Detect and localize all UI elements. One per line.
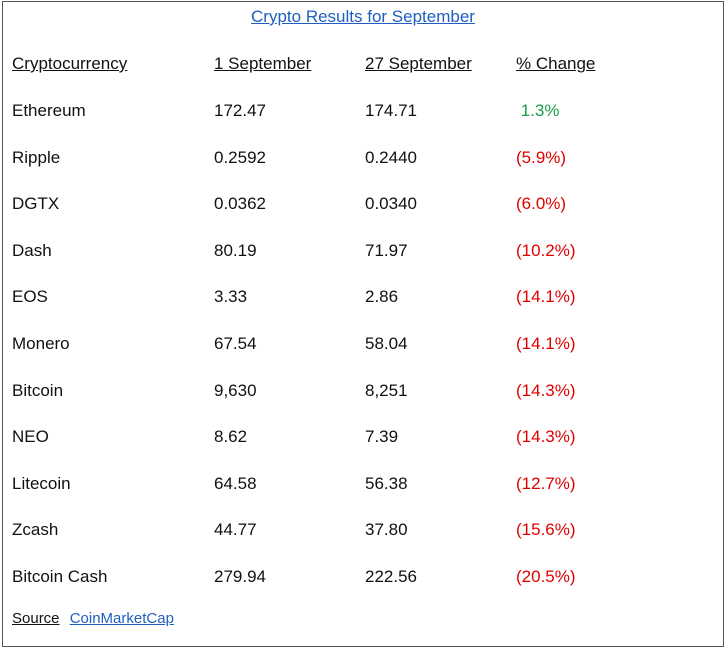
crypto-name: NEO bbox=[12, 427, 49, 446]
price-27-september: 174.71 bbox=[365, 101, 417, 120]
price-27-september: 222.56 bbox=[365, 567, 417, 586]
price-27-september: 58.04 bbox=[365, 334, 408, 353]
source-line: Source CoinMarketCap bbox=[12, 610, 174, 627]
price-27-september: 0.0340 bbox=[365, 194, 417, 213]
price-1-september: 0.2592 bbox=[214, 148, 266, 167]
header-percent-change: % Change bbox=[516, 54, 596, 73]
crypto-name: Dash bbox=[12, 241, 52, 260]
percent-change: (14.1%) bbox=[516, 287, 576, 306]
table-row: Dash 80.19 71.97 (10.2%) bbox=[3, 241, 723, 265]
price-27-september: 37.80 bbox=[365, 520, 408, 539]
crypto-name: DGTX bbox=[12, 194, 60, 213]
percent-change: (14.3%) bbox=[516, 381, 576, 400]
crypto-name: EOS bbox=[12, 287, 48, 306]
source-link[interactable]: CoinMarketCap bbox=[69, 610, 174, 627]
table-header: Cryptocurrency 1 September 27 September … bbox=[3, 54, 723, 78]
table-row: EOS 3.33 2.86 (14.1%) bbox=[3, 287, 723, 311]
percent-change: (5.9%) bbox=[516, 148, 567, 167]
price-1-september: 8.62 bbox=[214, 427, 248, 446]
price-27-september: 7.39 bbox=[365, 427, 399, 446]
price-27-september: 56.38 bbox=[365, 474, 408, 493]
table-row: Ripple 0.2592 0.2440 (5.9%) bbox=[3, 148, 723, 172]
percent-change: (6.0%) bbox=[516, 194, 567, 213]
crypto-name: Bitcoin Cash bbox=[12, 567, 108, 586]
source-label: Source bbox=[12, 610, 60, 627]
header-27-september: 27 September bbox=[365, 54, 472, 73]
percent-change: (20.5%) bbox=[516, 567, 576, 586]
table-row: DGTX 0.0362 0.0340 (6.0%) bbox=[3, 194, 723, 218]
price-1-september: 279.94 bbox=[214, 567, 266, 586]
price-1-september: 9,630 bbox=[214, 381, 257, 400]
table-row: Bitcoin 9,630 8,251 (14.3%) bbox=[3, 381, 723, 405]
percent-change: (14.3%) bbox=[516, 427, 576, 446]
table-row: Monero 67.54 58.04 (14.1%) bbox=[3, 334, 723, 358]
header-cryptocurrency: Cryptocurrency bbox=[12, 54, 128, 73]
table-row: Bitcoin Cash 279.94 222.56 (20.5%) bbox=[3, 567, 723, 591]
price-1-september: 64.58 bbox=[214, 474, 257, 493]
header-1-september: 1 September bbox=[214, 54, 312, 73]
crypto-name: Bitcoin bbox=[12, 381, 64, 400]
page-title: Crypto Results for September bbox=[251, 7, 475, 26]
price-1-september: 172.47 bbox=[214, 101, 266, 120]
percent-change: (12.7%) bbox=[516, 474, 576, 493]
crypto-name: Ripple bbox=[12, 148, 61, 167]
percent-change: 1.3% bbox=[516, 101, 560, 120]
crypto-name: Zcash bbox=[12, 520, 59, 539]
table-row: Ethereum 172.47 174.71 1.3% bbox=[3, 101, 723, 125]
crypto-name: Monero bbox=[12, 334, 70, 353]
price-27-september: 8,251 bbox=[365, 381, 408, 400]
price-1-september: 80.19 bbox=[214, 241, 257, 260]
price-1-september: 44.77 bbox=[214, 520, 257, 539]
crypto-name: Litecoin bbox=[12, 474, 71, 493]
price-1-september: 3.33 bbox=[214, 287, 248, 306]
percent-change: (14.1%) bbox=[516, 334, 576, 353]
percent-change: (15.6%) bbox=[516, 520, 576, 539]
price-27-september: 2.86 bbox=[365, 287, 399, 306]
table-row: Zcash 44.77 37.80 (15.6%) bbox=[3, 520, 723, 544]
price-1-september: 67.54 bbox=[214, 334, 257, 353]
price-27-september: 71.97 bbox=[365, 241, 408, 260]
crypto-name: Ethereum bbox=[12, 101, 86, 120]
price-1-september: 0.0362 bbox=[214, 194, 266, 213]
percent-change: (10.2%) bbox=[516, 241, 576, 260]
table-row: Litecoin 64.58 56.38 (12.7%) bbox=[3, 474, 723, 498]
price-27-september: 0.2440 bbox=[365, 148, 417, 167]
table-row: NEO 8.62 7.39 (14.3%) bbox=[3, 427, 723, 451]
